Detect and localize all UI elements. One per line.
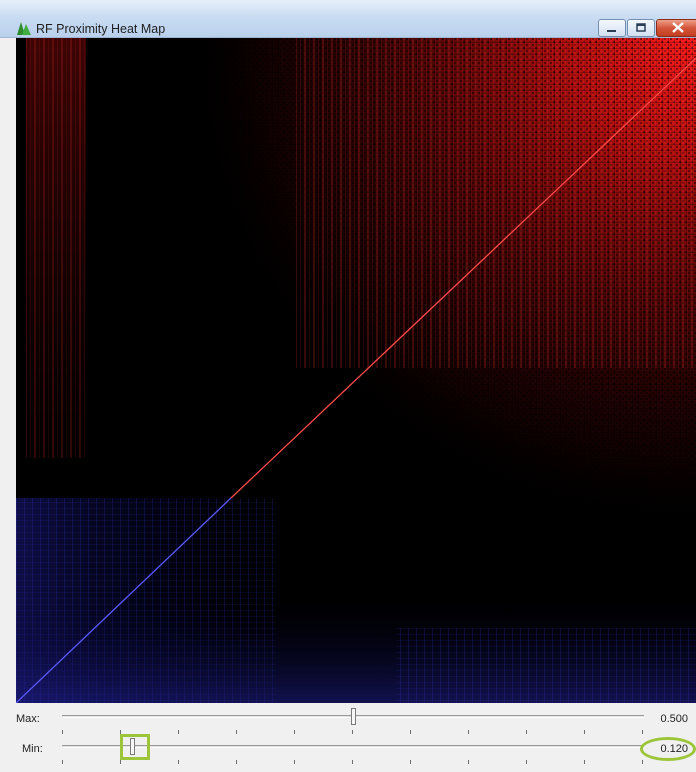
min-label: Min: — [22, 743, 43, 755]
min-value-highlight — [640, 737, 696, 761]
tick-mark — [294, 730, 295, 734]
max-label: Max: — [16, 713, 40, 725]
close-button[interactable] — [656, 19, 696, 37]
max-value: 0.500 — [660, 713, 688, 725]
min-slider[interactable] — [62, 738, 644, 758]
maximize-icon — [636, 23, 646, 32]
proximity-heatmap[interactable] — [16, 38, 696, 703]
tree-icon — [17, 22, 31, 35]
close-icon — [672, 22, 684, 33]
max-slider[interactable] — [62, 708, 644, 728]
tick-mark — [526, 760, 527, 764]
min-slider-track — [62, 745, 644, 748]
tick-mark — [62, 730, 63, 734]
tick-mark — [642, 760, 643, 764]
tick-mark — [352, 730, 353, 734]
min-slider-thumb[interactable] — [130, 738, 135, 755]
tick-mark — [236, 760, 237, 764]
title-bar[interactable]: RF Proximity Heat Map — [0, 0, 696, 38]
tick-mark — [584, 760, 585, 764]
tick-mark — [526, 730, 527, 734]
threshold-controls: Max: 0.500 Min: 0.120 — [10, 703, 696, 772]
tick-mark — [178, 730, 179, 734]
tick-mark — [178, 760, 179, 764]
minimize-button[interactable] — [598, 19, 626, 37]
tick-mark — [584, 730, 585, 734]
tick-mark — [120, 760, 121, 764]
min-thumb-highlight — [120, 734, 150, 760]
tick-mark — [468, 760, 469, 764]
tick-mark — [352, 760, 353, 764]
max-slider-thumb[interactable] — [351, 708, 356, 725]
tick-mark — [236, 730, 237, 734]
tick-mark — [120, 730, 121, 734]
minimize-icon — [607, 30, 616, 32]
tick-mark — [642, 730, 643, 734]
tick-mark — [410, 730, 411, 734]
tick-mark — [294, 760, 295, 764]
tick-mark — [468, 730, 469, 734]
tick-mark — [410, 760, 411, 764]
maximize-button[interactable] — [627, 19, 655, 37]
tick-mark — [62, 760, 63, 764]
window-title: RF Proximity Heat Map — [36, 22, 166, 36]
